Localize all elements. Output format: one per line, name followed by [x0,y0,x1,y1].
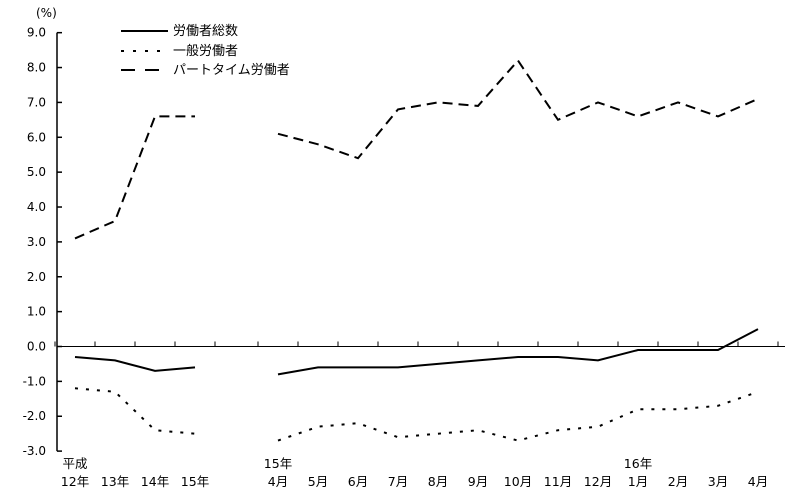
x-category-era-label: 15年 [264,456,292,471]
y-tick-label: -1.0 [23,374,46,388]
y-tick-label: 3.0 [27,235,46,249]
y-tick-label: 5.0 [27,165,46,179]
x-category-label: 13年 [101,474,129,489]
x-category-label: 8月 [428,474,448,489]
y-tick-label: 0.0 [27,340,46,354]
x-category-label: 15年 [181,474,209,489]
x-category-label: 5月 [308,474,328,489]
y-tick-label: 7.0 [27,95,46,109]
x-category-era-label: 平成 [62,456,87,471]
x-category-label: 1月 [628,474,648,489]
y-tick-label: 8.0 [27,61,46,75]
y-axis-unit-label: (%) [36,6,57,20]
y-tick-label: -3.0 [23,444,46,458]
legend-label: 一般労働者 [173,43,238,59]
x-category-era-label: 16年 [624,456,652,471]
x-category-label: 7月 [388,474,408,489]
x-category-label: 4月 [268,474,288,489]
series-line-solid-monthly [277,328,759,376]
x-category-label: 10月 [504,474,532,489]
y-tick-label: -2.0 [23,409,46,423]
x-category-label: 4月 [748,474,768,489]
series-line-solid-annual [74,356,196,372]
x-category-label: 12月 [584,474,612,489]
x-category-label: 3月 [708,474,728,489]
y-tick-label: 4.0 [27,200,46,214]
y-tick-label: 2.0 [27,270,46,284]
x-category-label: 6月 [348,474,368,489]
series-line-dotted-annual [74,387,196,435]
legend-label: 労働者総数 [173,24,238,39]
y-tick-label: 1.0 [27,305,46,319]
x-category-label: 14年 [141,474,169,489]
x-category-label: 12年 [61,474,89,489]
x-category-label: 9月 [468,474,488,489]
x-category-label: 2月 [668,474,688,489]
y-tick-label: 9.0 [27,26,46,40]
series-line-dashed-annual [74,115,195,240]
x-category-label: 11月 [544,474,572,489]
y-tick-label: 6.0 [27,130,46,144]
series-line-dashed-monthly [277,58,759,160]
legend-label: パートタイム労働者 [173,63,290,78]
